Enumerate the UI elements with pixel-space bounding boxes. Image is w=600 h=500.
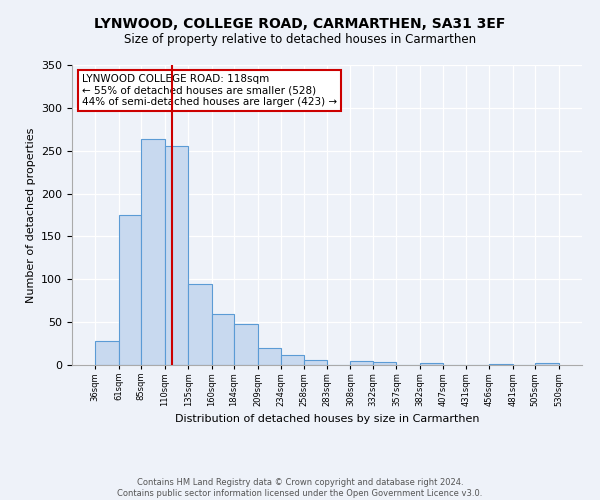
Bar bbox=[304, 360, 327, 365]
Bar bbox=[188, 284, 212, 365]
Bar bbox=[281, 354, 304, 365]
Text: Size of property relative to detached houses in Carmarthen: Size of property relative to detached ho… bbox=[124, 32, 476, 46]
Bar bbox=[490, 364, 513, 365]
Bar bbox=[535, 364, 559, 365]
Text: LYNWOOD, COLLEGE ROAD, CARMARTHEN, SA31 3EF: LYNWOOD, COLLEGE ROAD, CARMARTHEN, SA31 … bbox=[94, 18, 506, 32]
Bar bbox=[257, 348, 281, 365]
Bar bbox=[119, 215, 141, 365]
Bar bbox=[164, 146, 188, 365]
Bar bbox=[95, 341, 119, 365]
Bar bbox=[141, 138, 164, 365]
X-axis label: Distribution of detached houses by size in Carmarthen: Distribution of detached houses by size … bbox=[175, 414, 479, 424]
Bar bbox=[350, 360, 373, 365]
Text: Contains HM Land Registry data © Crown copyright and database right 2024.
Contai: Contains HM Land Registry data © Crown c… bbox=[118, 478, 482, 498]
Bar bbox=[234, 324, 257, 365]
Bar bbox=[373, 362, 397, 365]
Text: LYNWOOD COLLEGE ROAD: 118sqm
← 55% of detached houses are smaller (528)
44% of s: LYNWOOD COLLEGE ROAD: 118sqm ← 55% of de… bbox=[82, 74, 337, 107]
Y-axis label: Number of detached properties: Number of detached properties bbox=[26, 128, 35, 302]
Bar bbox=[420, 364, 443, 365]
Bar bbox=[212, 314, 234, 365]
